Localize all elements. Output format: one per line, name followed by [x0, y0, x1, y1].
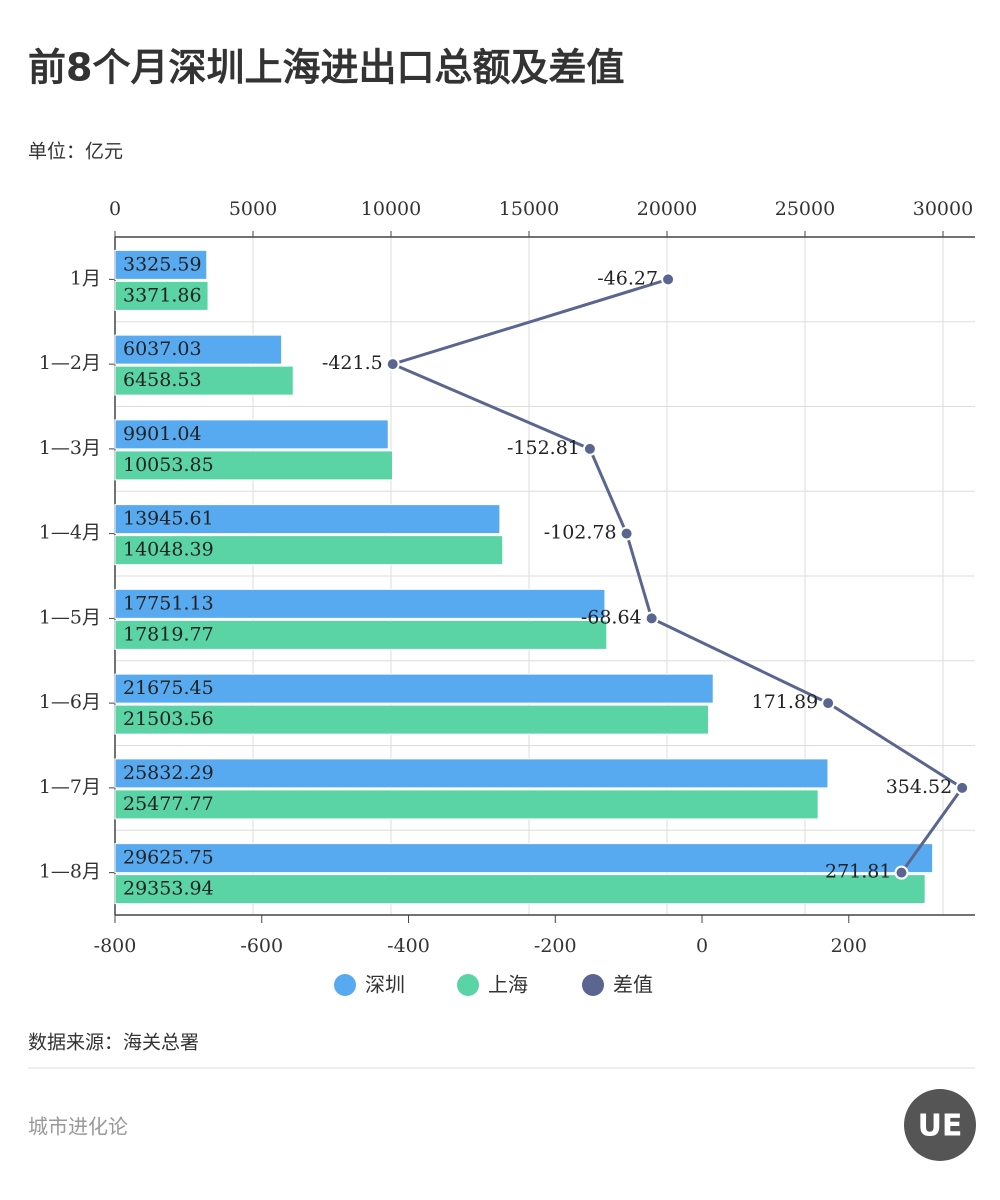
bar-label: 21503.56: [123, 708, 214, 730]
diff-point: [955, 780, 970, 795]
bar-label: 25832.29: [123, 762, 214, 784]
bar-label: 29625.75: [123, 847, 214, 869]
legend-marker: [582, 974, 604, 996]
x2-tick-label: 200: [831, 935, 867, 957]
x2-tick-label: 0: [696, 935, 708, 957]
source: 数据来源：海关总署: [28, 1032, 199, 1054]
bar: [114, 588, 606, 619]
y-tick-label: 1月: [70, 267, 101, 289]
bar-label: 6037.03: [123, 338, 202, 360]
y-tick-label: 1—5月: [39, 606, 101, 628]
y-tick-label: 1—6月: [39, 691, 101, 713]
diff-point: [644, 611, 659, 626]
diff-point: [894, 865, 909, 880]
y-tick-label: 1—2月: [39, 352, 101, 374]
bar: [114, 504, 501, 535]
x2-tick-label: -600: [240, 935, 283, 957]
bar: [114, 535, 504, 566]
x2-tick-label: -400: [387, 935, 430, 957]
bar-label: 6458.53: [123, 369, 202, 391]
title: 前8个月深圳上海进出口总额及差值: [28, 46, 624, 90]
bar: [114, 874, 926, 905]
y-tick-label: 1—4月: [39, 522, 101, 544]
unit: 单位：亿元: [28, 141, 123, 163]
bar: [114, 419, 389, 450]
x-tick-label: 25000: [775, 198, 835, 220]
diff-point: [619, 526, 634, 541]
bar: [114, 450, 393, 481]
logo: UE: [918, 1109, 963, 1144]
bar: [114, 249, 208, 280]
bar-label: 3325.59: [123, 253, 202, 275]
diff-label: 271.81: [825, 861, 891, 883]
bar: [114, 789, 819, 820]
legend-marker: [334, 974, 356, 996]
bar: [114, 843, 934, 874]
bar: [114, 280, 209, 311]
diff-label: -102.78: [544, 522, 617, 544]
bar-label: 3371.86: [123, 284, 202, 306]
bar-label: 14048.39: [123, 539, 214, 561]
legend-label: 上海: [488, 973, 528, 997]
bar-label: 25477.77: [123, 793, 214, 815]
diff-point: [385, 357, 400, 372]
y-tick-label: 1—7月: [39, 776, 101, 798]
x-tick-label: 10000: [361, 198, 421, 220]
diff-point: [661, 272, 676, 287]
x-tick-label: 30000: [913, 198, 973, 220]
legend-label: 差值: [613, 973, 653, 997]
legend-label: 深圳: [365, 973, 405, 997]
diff-label: -46.27: [597, 267, 658, 289]
x-tick-label: 0: [109, 198, 121, 220]
x2-tick-label: -200: [534, 935, 577, 957]
diff-label: -421.5: [322, 352, 383, 374]
x-tick-label: 20000: [637, 198, 697, 220]
bar: [114, 704, 709, 735]
bar: [114, 758, 829, 789]
x2-tick-label: -800: [94, 935, 137, 957]
bar-label: 17819.77: [123, 623, 214, 645]
x-tick-label: 15000: [499, 198, 559, 220]
bar: [114, 673, 714, 704]
bar: [114, 365, 294, 396]
bar-label: 21675.45: [123, 677, 214, 699]
bar: [114, 619, 608, 650]
diff-point: [582, 441, 597, 456]
diff-label: -152.81: [507, 437, 580, 459]
diff-label: 171.89: [752, 691, 818, 713]
bar-label: 17751.13: [123, 592, 214, 614]
y-tick-label: 1—3月: [39, 437, 101, 459]
bar-label: 13945.61: [123, 508, 214, 530]
diff-line: [388, 277, 965, 874]
bar: [114, 334, 283, 365]
y-tick-label: 1—8月: [39, 861, 101, 883]
bar-label: 29353.94: [123, 878, 214, 900]
brand: 城市进化论: [28, 1115, 128, 1139]
diff-point: [821, 696, 836, 711]
diff-label: -68.64: [581, 606, 642, 628]
bar-label: 9901.04: [123, 423, 202, 445]
x-tick-label: 5000: [229, 198, 277, 220]
legend-marker: [457, 974, 479, 996]
diff-label: 354.52: [886, 776, 952, 798]
bar-label: 10053.85: [123, 454, 214, 476]
logo-circle: [904, 1089, 976, 1161]
